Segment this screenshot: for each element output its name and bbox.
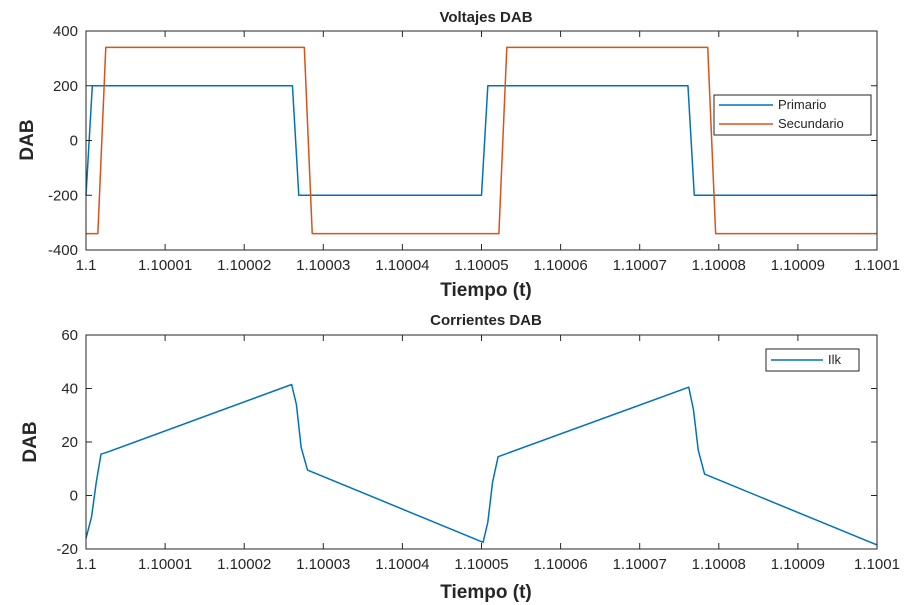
voltage-x-tick-label: 1.10004	[375, 257, 429, 274]
current-chart-title: Corrientes DAB	[430, 312, 542, 329]
current-x-tick-label: 1.10009	[771, 556, 825, 573]
voltage-y-tick-label: 400	[53, 23, 78, 40]
voltage-x-tick-label: 1.10003	[296, 257, 350, 274]
voltage-legend-label-primario: Primario	[778, 97, 826, 112]
voltage-x-tick-label: 1.1001	[854, 257, 900, 274]
voltage-x-ticks: 1.1 1.10001 1.10002 1.10003 1.10004 1.10005 1.…	[76, 31, 900, 274]
current-x-tick-label: 1.10001	[138, 556, 192, 573]
current-y-tick-label: 40	[61, 381, 78, 398]
current-x-tick-label: 1.1001	[854, 556, 900, 573]
current-y-tick-label: -20	[56, 541, 78, 558]
current-y-tick-label: 60	[61, 327, 78, 344]
voltage-x-tick-label: 1.10008	[692, 257, 746, 274]
voltage-y-tick-label: -400	[48, 242, 78, 259]
current-y-tick-label: 20	[61, 434, 78, 451]
current-x-tick-label: 1.10008	[692, 556, 746, 573]
voltage-chart: Voltajes DAB 1.1 1.10001 1.10002 1.10003 1.1…	[17, 9, 900, 301]
current-y-ticks: -20 0 20 40 60	[56, 327, 877, 558]
current-series-group	[85, 383, 878, 546]
voltage-series-group	[85, 46, 877, 235]
voltage-x-tick-label: 1.10001	[138, 257, 192, 274]
current-series-line-ilk	[85, 383, 878, 546]
voltage-plot-area	[86, 31, 877, 250]
current-x-tick-label: 1.10002	[217, 556, 271, 573]
voltage-x-tick-label: 1.10007	[613, 257, 667, 274]
current-x-tick-label: 1.1	[76, 556, 97, 573]
current-y-tick-label: 0	[70, 488, 78, 505]
voltage-y-ticks: -400 -200 0 200 400	[48, 23, 877, 259]
voltage-legend-label-secundario: Secundario	[778, 116, 844, 131]
voltage-legend-box	[713, 94, 872, 136]
current-x-tick-label: 1.10006	[533, 556, 587, 573]
current-legend-label-ilk: Ilk	[828, 352, 842, 367]
voltage-y-axis-label: DAB	[17, 119, 38, 160]
current-x-ticks: 1.1 1.10001 1.10002 1.10003 1.10004 1.10005 1.…	[76, 335, 900, 573]
voltage-x-tick-label: 1.10009	[771, 257, 825, 274]
voltage-y-tick-label: 0	[70, 133, 78, 150]
voltage-x-axis-label: Tiempo (t)	[440, 280, 531, 301]
voltage-series-line-primario	[85, 85, 877, 196]
voltage-series-line-secundario	[86, 46, 877, 235]
voltage-chart-title: Voltajes DAB	[439, 9, 532, 26]
current-y-axis-label: DAB	[20, 421, 41, 462]
current-legend: Ilk	[765, 348, 860, 372]
current-x-tick-label: 1.10003	[296, 556, 350, 573]
voltage-legend: Primario Secundario	[713, 94, 872, 136]
voltage-y-tick-label: 200	[53, 78, 78, 95]
voltage-x-tick-label: 1.10006	[533, 257, 587, 274]
current-x-axis-label: Tiempo (t)	[440, 582, 531, 603]
voltage-x-tick-label: 1.1	[76, 257, 97, 274]
voltage-y-tick-label: -200	[48, 187, 78, 204]
current-x-tick-label: 1.10005	[454, 556, 508, 573]
current-x-tick-label: 1.10004	[375, 556, 429, 573]
voltage-x-tick-label: 1.10005	[454, 257, 508, 274]
current-plot-area	[86, 335, 877, 549]
current-chart: Corrientes DAB 1.1 1.10001 1.10002 1.10003 1…	[20, 312, 900, 603]
current-x-tick-label: 1.10007	[613, 556, 667, 573]
voltage-x-tick-label: 1.10002	[217, 257, 271, 274]
